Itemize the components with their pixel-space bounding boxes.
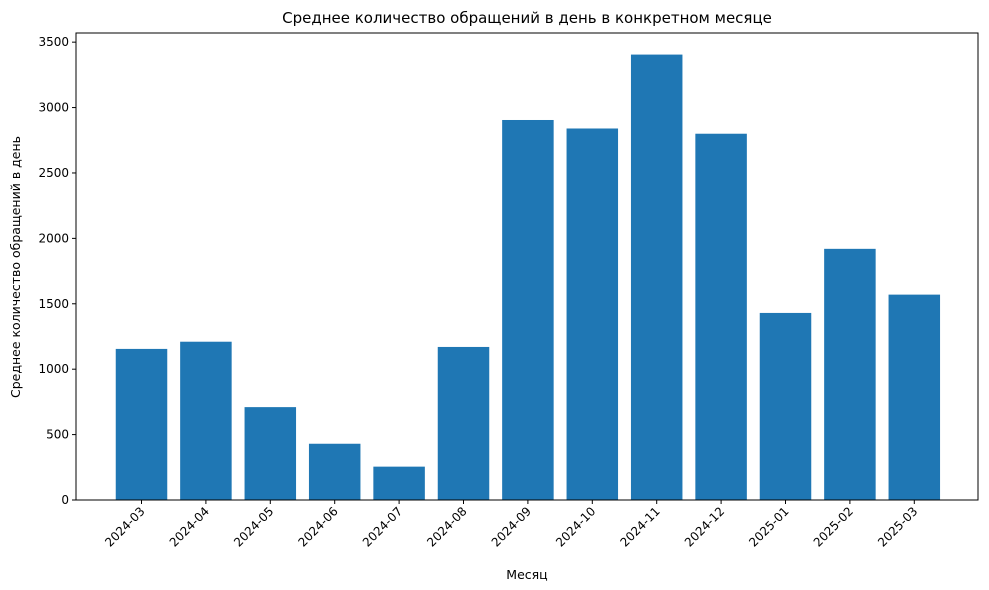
bar-2024-11 <box>630 54 683 500</box>
chart-title: Среднее количество обращений в день в ко… <box>282 9 772 27</box>
bar-2025-03 <box>888 294 941 500</box>
bars-group <box>115 54 941 501</box>
x-tick-label: 2024-07 <box>360 504 405 549</box>
bar-2024-09 <box>502 119 554 500</box>
bar-2025-02 <box>824 248 876 500</box>
x-tick-label: 2024-04 <box>167 504 212 549</box>
y-tick-label: 1000 <box>38 362 69 376</box>
bar-2024-06 <box>308 443 361 500</box>
x-tick-label: 2024-06 <box>295 504 340 549</box>
x-tick-label: 2024-12 <box>682 504 727 549</box>
y-tick-label: 3500 <box>38 35 69 49</box>
bar-2024-08 <box>437 346 490 500</box>
y-tick-label: 2500 <box>38 166 69 180</box>
y-tick-label: 2000 <box>38 231 69 245</box>
x-tick-label: 2024-09 <box>489 504 534 549</box>
x-tick-label: 2025-02 <box>811 504 856 549</box>
x-tick-label: 2024-10 <box>553 504 598 549</box>
x-tick-label: 2024-08 <box>424 504 469 549</box>
bar-2024-04 <box>180 341 232 500</box>
bar-2024-07 <box>373 466 425 500</box>
x-tick-label: 2024-03 <box>102 504 147 549</box>
bar-2024-05 <box>244 407 297 500</box>
x-tick-label: 2024-11 <box>617 504 662 549</box>
y-tick-label: 500 <box>46 428 69 442</box>
x-tick-label: 2025-03 <box>875 504 920 549</box>
y-tick-label: 3000 <box>38 101 69 115</box>
x-axis-label: Месяц <box>506 567 547 582</box>
x-tick-label: 2025-01 <box>746 504 791 549</box>
y-tick-label: 1500 <box>38 297 69 311</box>
bar-2024-10 <box>566 128 619 501</box>
plot-frame <box>75 32 979 501</box>
bar-2024-12 <box>695 133 747 500</box>
bar-2025-01 <box>759 312 812 500</box>
y-tick-label: 0 <box>61 493 69 507</box>
y-axis-label: Среднее количество обращений в день <box>8 136 23 398</box>
bar-2024-03 <box>115 348 168 500</box>
y-axis-ticks: 0 500 1000 1500 2000 2500 3000 3500 <box>38 35 76 507</box>
x-tick-label: 2024-05 <box>231 504 276 549</box>
x-axis-ticks: 2024-03 2024-04 2024-05 2024-06 2024-07 2024-… <box>102 500 920 550</box>
